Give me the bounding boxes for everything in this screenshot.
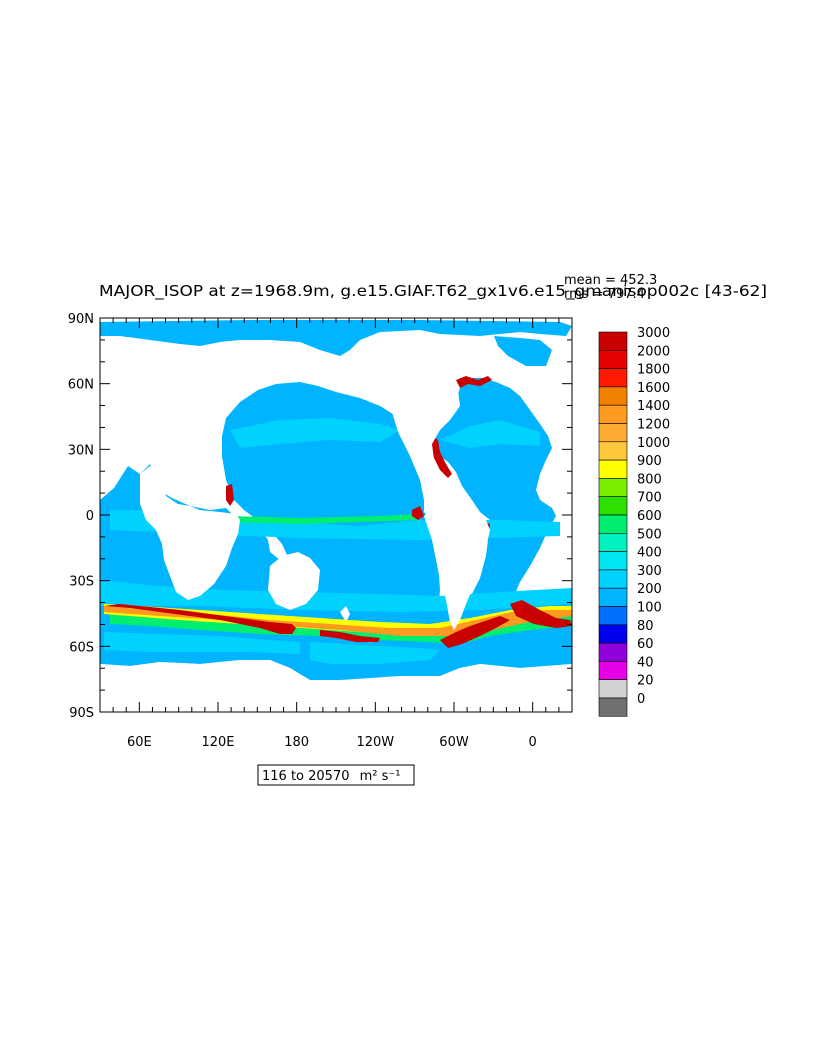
legend-swatch	[598, 642, 628, 662]
legend-label: 0	[637, 692, 645, 707]
legend-swatch	[598, 551, 628, 571]
legend-label: 400	[637, 546, 662, 561]
legend-swatch	[598, 532, 628, 552]
legend-swatch	[598, 423, 628, 443]
legend-label: 2000	[637, 344, 670, 359]
legend-swatch	[598, 349, 628, 369]
legend-swatch	[598, 587, 628, 607]
legend-swatch	[598, 441, 628, 461]
ocean-field-orange	[104, 606, 572, 636]
lat-tick-label: 60N	[68, 378, 94, 393]
legend-label: 3000	[637, 326, 670, 341]
legend-label: 1000	[637, 436, 670, 451]
figure-title: MAJOR_ISOP at z=1968.9m, g.e15.GIAF.T62_…	[99, 282, 767, 301]
ocean-field-red	[104, 376, 572, 648]
legend-label: 20	[637, 674, 654, 689]
longitude-labels: 60E 120E 180 120W 60W 0	[127, 735, 537, 750]
lon-tick-label: 60W	[439, 735, 469, 750]
legend-swatch	[598, 478, 628, 497]
legend-label: 600	[637, 509, 662, 524]
legend-label: 60	[637, 637, 654, 652]
lon-tick-label: 120E	[201, 735, 234, 750]
map-panel: 90N 60N 30N 0 30S 60S 90S 60E 120E 180 120W 60W 0	[68, 312, 573, 750]
legend-swatch	[598, 459, 628, 479]
lat-tick-label: 60S	[69, 640, 94, 655]
range-label: 116 to 20570	[262, 769, 349, 784]
legend-label: 500	[637, 527, 662, 542]
range-box: 116 to 20570 m² s⁻¹	[257, 764, 415, 786]
legend-swatch	[598, 496, 628, 516]
color-legend: 3000200018001600140012001000900800700600…	[598, 326, 670, 717]
lat-tick-label: 90S	[69, 706, 94, 721]
legend-swatch	[598, 404, 628, 424]
legend-swatch	[598, 368, 628, 388]
legend-swatch	[598, 386, 628, 406]
legend-swatch	[598, 514, 628, 534]
lat-tick-label: 30N	[68, 443, 94, 458]
map-ticks	[100, 318, 572, 712]
lon-tick-label: 180	[284, 735, 309, 750]
legend-label: 200	[637, 582, 662, 597]
legend-swatch	[598, 606, 628, 626]
legend-label: 900	[637, 454, 662, 469]
lon-tick-label: 120W	[356, 735, 394, 750]
lon-tick-label: 0	[529, 735, 537, 750]
legend-swatch	[598, 697, 628, 717]
legend-swatch	[598, 331, 628, 351]
legend-swatch	[598, 624, 628, 644]
legend-label: 100	[637, 601, 662, 616]
legend-label: 1200	[637, 418, 670, 433]
svg-text:116 to 20570 m² s⁻¹: 116 to 20570 m² s⁻¹	[262, 769, 400, 784]
units-label: m² s⁻¹	[360, 769, 401, 784]
legend-label: 1800	[637, 363, 670, 378]
lat-tick-label: 30S	[69, 575, 94, 590]
latitude-labels: 90N 60N 30N 0 30S 60S 90S	[68, 312, 94, 721]
legend-label: 1600	[637, 381, 670, 396]
lat-tick-label: 0	[86, 509, 94, 524]
legend-swatch	[598, 569, 628, 589]
legend-label: 1400	[637, 399, 670, 414]
legend-label: 300	[637, 564, 662, 579]
legend-label: 80	[637, 619, 654, 634]
rms-stat: rms = 797.4	[564, 287, 645, 302]
mean-stat: mean = 452.3	[564, 273, 657, 288]
legend-swatch	[598, 661, 628, 681]
lat-tick-label: 90N	[68, 312, 94, 327]
legend-label: 800	[637, 472, 662, 487]
legend-label: 700	[637, 491, 662, 506]
legend-swatch	[598, 679, 628, 699]
lon-tick-label: 60E	[127, 735, 152, 750]
legend-label: 40	[637, 655, 654, 670]
